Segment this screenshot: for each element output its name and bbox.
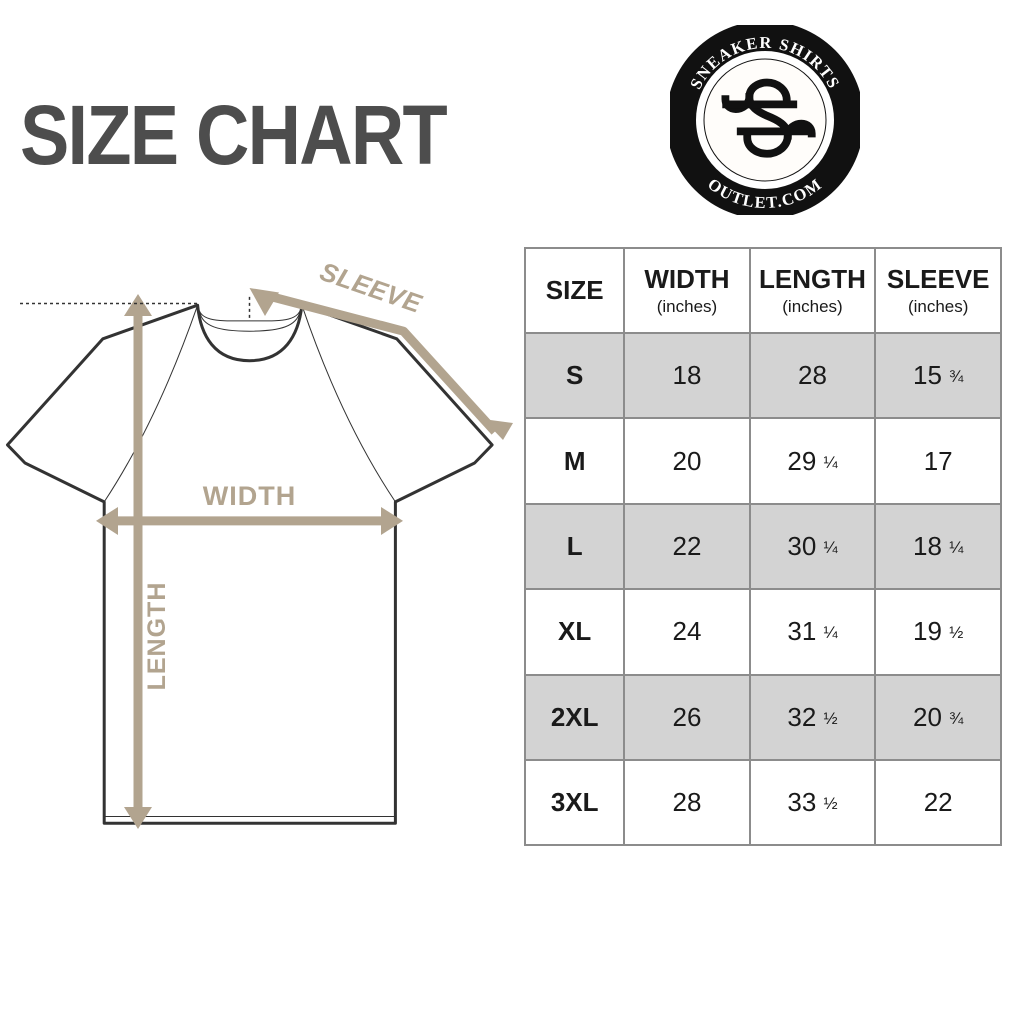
- svg-text:WIDTH: WIDTH: [203, 481, 296, 511]
- svg-text:LENGTH: LENGTH: [143, 582, 171, 691]
